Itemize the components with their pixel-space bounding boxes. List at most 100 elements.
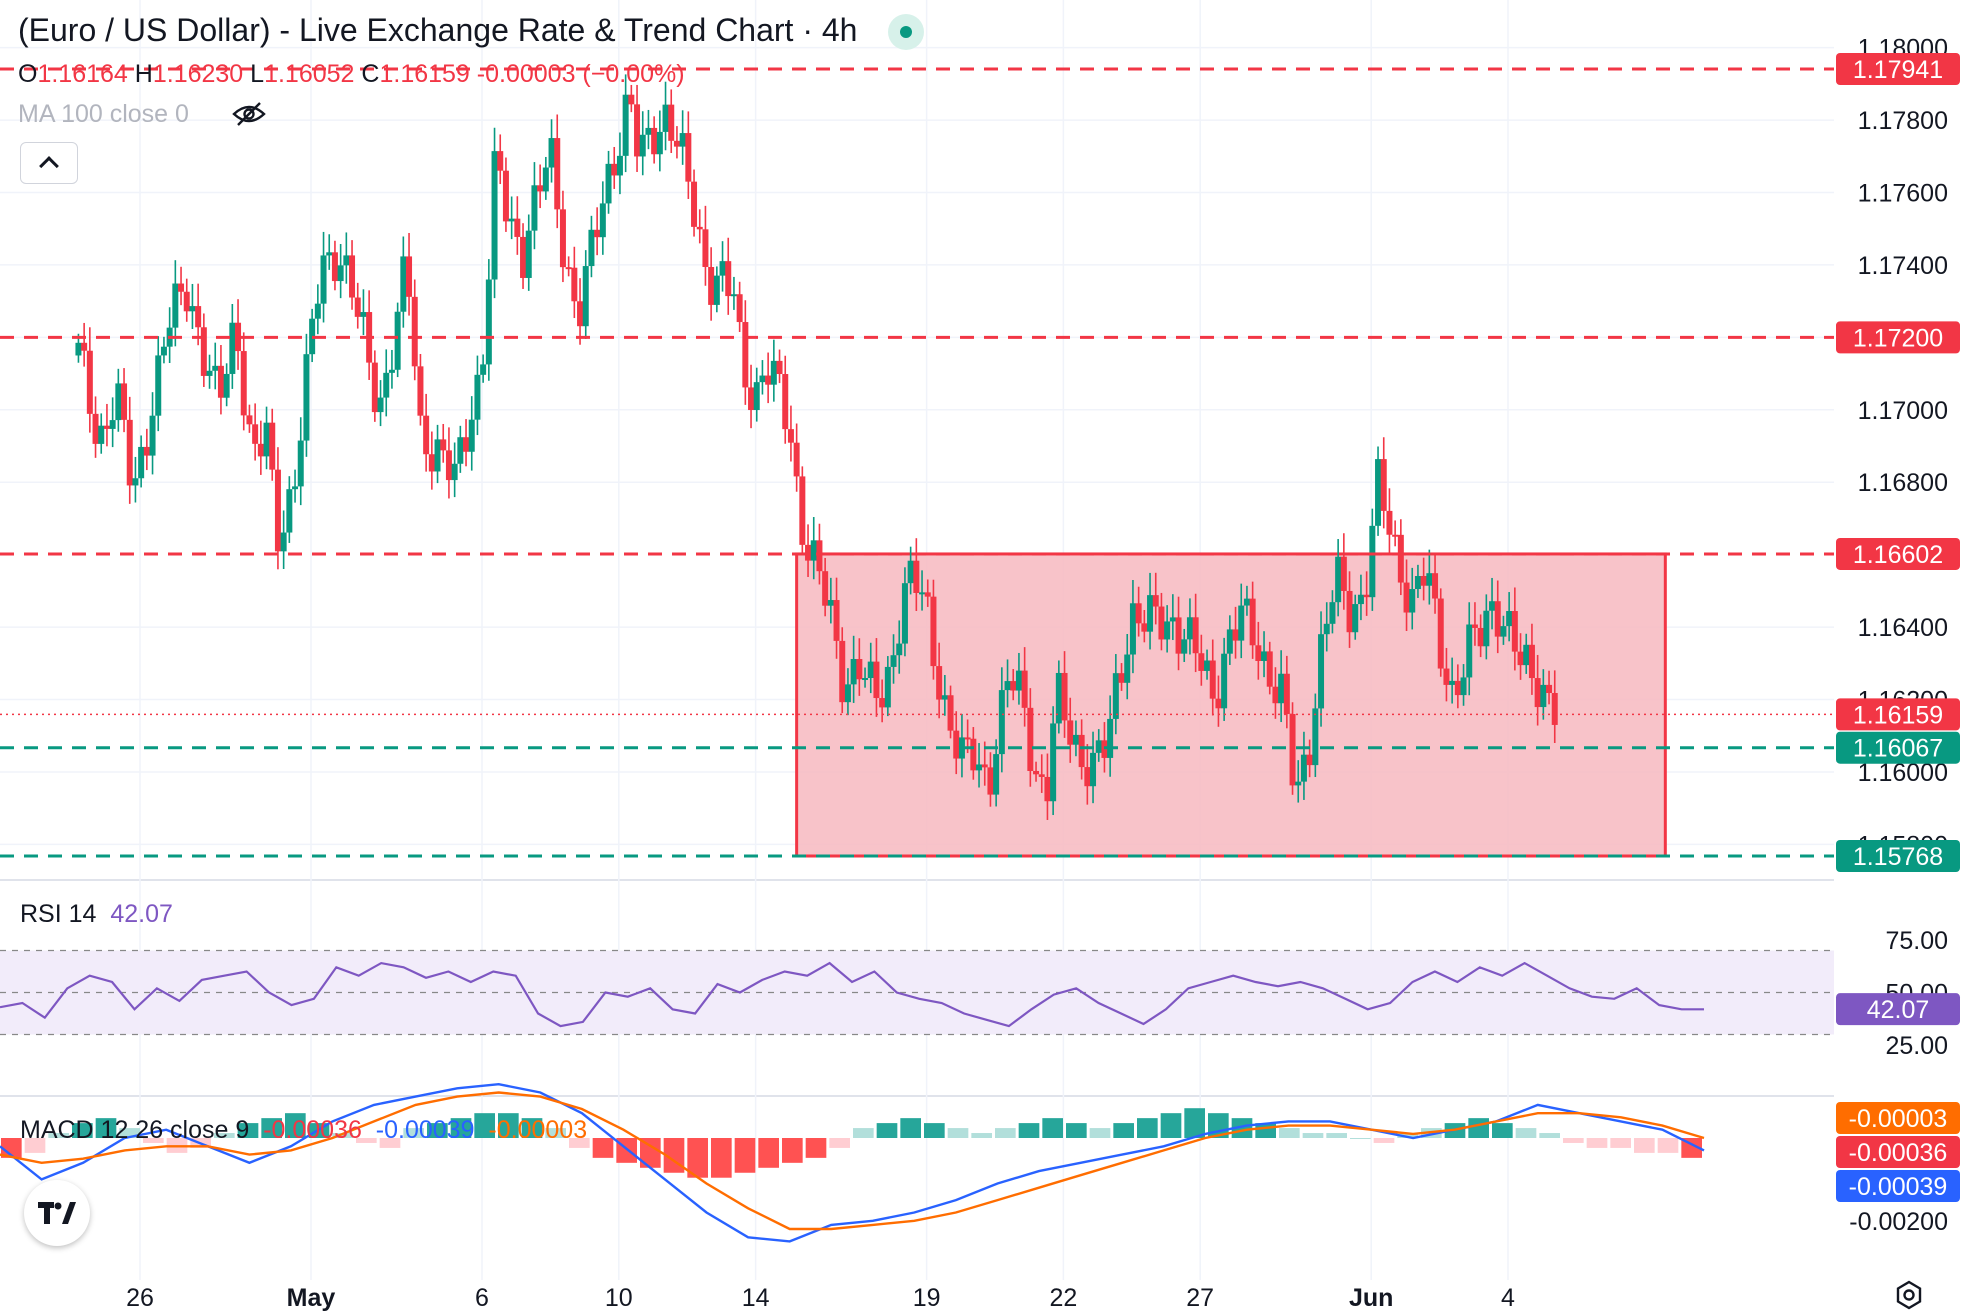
macd-hist-bar [947,1128,969,1138]
macd-hist-bar [640,1138,661,1168]
macd-hist-bar [1539,1133,1560,1138]
macd-hist-bar [1397,1133,1418,1138]
ohlc-legend: O1.16164 H1.16230 L1.16052 C1.16159 -0.0… [18,60,685,89]
macd-hist-bar [403,1128,424,1138]
candle-body [548,138,555,168]
candle-body [178,283,185,292]
candle-body [1067,720,1074,745]
candle-body [1312,708,1319,766]
macd-signal-value: -0.00003 [488,1116,588,1144]
candle-body [1289,714,1296,786]
candle-body [474,374,481,420]
candle-body [987,767,994,795]
candle-body [303,354,310,441]
rsi-legend-value: 42.07 [110,900,173,928]
candle-body [816,540,823,572]
candle-body [839,640,846,703]
candle-body [765,375,772,385]
macd-legend[interactable]: MACD 12 26 close 9 -0.00036 -0.00039 -0.… [20,1116,587,1145]
rsi-line [0,961,1704,1028]
chevron-up-icon[interactable] [20,142,78,184]
candle-body [1204,660,1211,671]
rsi-legend[interactable]: RSI 14 42.07 [20,900,173,929]
candle-body [406,256,413,297]
candle-body [1238,605,1245,641]
candle-body [577,301,584,327]
macd-hist-bar [1089,1128,1111,1138]
macd-hist-bar [545,1128,566,1138]
candle-body [970,738,977,771]
candle-body [149,415,156,456]
ma-legend[interactable]: MA 100 close 0 [18,100,189,128]
macd-hist-bar [48,1133,69,1138]
macd-hist-bar [1279,1128,1300,1138]
candle-body [1124,654,1131,683]
macd-hist-bar [900,1118,921,1138]
candle-body [183,291,190,312]
macd-hist-bar [592,1138,614,1158]
candle-body [286,489,293,533]
macd-hist-bar [569,1138,590,1148]
candle-body [719,261,726,276]
candle-body [662,104,669,132]
candle-body [1403,582,1410,613]
candle-body [1278,673,1285,704]
candle-body [628,94,635,105]
chart-title: (Euro / US Dollar) - Live Exchange Rate … [18,12,858,48]
candle-body [1038,774,1045,777]
candle-body [1015,670,1022,691]
candle-body [86,350,93,414]
candle-body [1192,617,1199,654]
macd-value-label: -0.00003 [1849,1105,1948,1133]
candle-body [844,684,851,703]
price-level-tag [1836,537,1960,570]
time-tick-label: 27 [1186,1284,1214,1312]
candle-body [1141,623,1148,632]
candle-body [1055,672,1062,724]
candle-body [1506,611,1513,627]
candle-body [1198,653,1205,671]
macd-tick-label: -0.00200 [1849,1208,1948,1236]
candle-body [497,151,504,171]
candle-body [337,265,344,282]
macd-hist-bar [379,1138,401,1148]
macd-hist-bar [119,1128,140,1138]
candle-body [599,203,606,238]
candle-body [1528,644,1535,679]
price-level-label: 1.16602 [1853,541,1943,569]
price-level-label: 1.15768 [1853,843,1943,871]
candle-body [1181,639,1188,654]
time-tick-label: 10 [605,1284,633,1312]
settings-icon[interactable] [1894,1280,1924,1310]
price-tick-label: 1.16800 [1858,469,1948,497]
candle-body [776,360,783,375]
candle-body [537,185,544,192]
candle-body [138,446,145,479]
macd-hist-bar [1468,1118,1489,1138]
tradingview-logo-icon[interactable] [24,1180,90,1246]
candle-body [588,229,595,267]
candle-body [354,297,361,317]
candle-body [1112,673,1119,719]
candle-body [1061,672,1068,721]
candle-body [411,296,418,367]
candle-body [98,425,105,444]
candle-body [531,185,538,231]
price-level-label: 1.16159 [1853,701,1943,729]
candle-body [976,764,983,771]
candle-body [1266,651,1273,687]
macd-value-tag [1836,1170,1960,1202]
candle-body [702,229,709,267]
rsi-value-tag [1836,993,1960,1026]
candle-body [1226,629,1233,654]
eye-off-icon[interactable] [232,100,266,128]
candle-body [1283,673,1290,715]
candle-body [850,659,857,685]
candle-body [1546,684,1553,693]
time-tick-label: May [287,1284,336,1312]
macd-hist-bar [521,1118,543,1138]
candle-body [1129,603,1136,655]
macd-hist-bar [876,1123,898,1138]
